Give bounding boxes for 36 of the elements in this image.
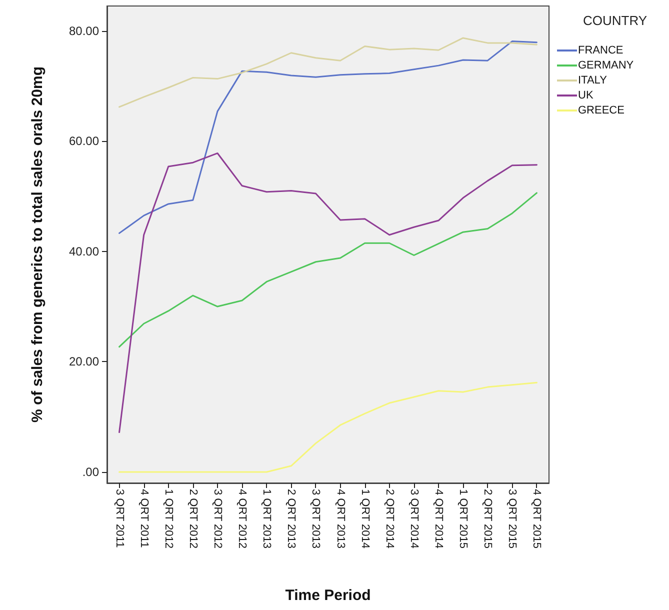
line-series	[118, 40, 538, 234]
x-tick-label: 1 QRT 2014	[358, 489, 371, 549]
y-axis-title: % of sales from generics to total sales orals 20mg	[29, 66, 46, 422]
y-tick-label: .00	[82, 464, 100, 479]
legend-label: GERMANY	[578, 60, 634, 72]
x-tick-label: 3 QRT 2014	[408, 489, 420, 549]
x-tick-label: 4 QRT 2011	[138, 489, 150, 548]
x-tick-label: 3 QRT 2011	[113, 489, 126, 548]
x-tick-label: 1 QRT 2012	[162, 489, 174, 549]
legend-label: ITALY	[578, 74, 608, 86]
legend-label: GREECE	[578, 104, 624, 116]
x-tick-label: 1 QRT 2013	[260, 489, 273, 549]
x-tick-label: 3 QRT 2015	[506, 489, 518, 549]
x-tick-label: 2 QRT 2015	[482, 489, 494, 549]
y-tick-label: 40.00	[68, 244, 100, 258]
y-tick-label: 60.00	[68, 134, 100, 148]
x-tick-label: 2 QRT 2013	[285, 489, 298, 549]
line-series	[118, 382, 538, 473]
x-tick-label: 4 QRT 2014	[432, 489, 444, 549]
x-tick-label: 4 QRT 2015	[530, 489, 543, 549]
legend-label: UK	[578, 90, 594, 102]
x-axis-title: Time Period	[285, 587, 371, 604]
line-series	[118, 192, 538, 348]
line-series	[118, 152, 538, 434]
legend-title: COUNTRY	[583, 13, 648, 28]
legend-label: FRANCE	[578, 44, 624, 56]
x-tick-label: 4 QRT 2012	[236, 489, 248, 549]
y-tick-label: 80.00	[68, 24, 100, 38]
x-tick-label: 3 QRT 2013	[310, 489, 322, 549]
y-tick-label: 20.00	[68, 354, 100, 369]
x-tick-label: 3 QRT 2012	[212, 489, 224, 549]
x-tick-label: 1 QRT 2015	[457, 489, 470, 549]
x-tick-label: 2 QRT 2012	[186, 489, 199, 549]
line-series	[118, 37, 538, 108]
x-tick-label: 2 QRT 2014	[383, 489, 396, 549]
x-tick-label: 4 QRT 2013	[334, 489, 346, 549]
